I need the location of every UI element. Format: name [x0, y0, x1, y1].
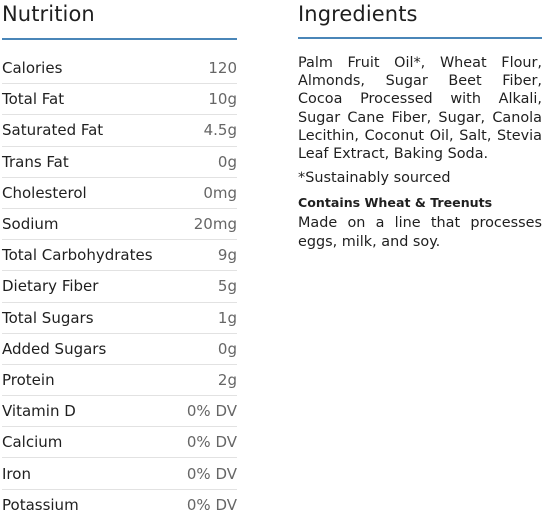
nutrient-value: 10g [208, 90, 237, 109]
nutrition-row: Calcium 0% DV [2, 427, 237, 459]
nutrient-value: 120 [208, 59, 237, 78]
nutrient-value: 0mg [203, 183, 237, 202]
allergen-statement: Made on a line that processes eggs, milk… [298, 215, 542, 251]
nutrient-name: Vitamin D [2, 402, 76, 421]
nutrition-table: Calories 120 Total Fat 10g Saturated Fat 4.5g… [2, 53, 237, 515]
nutrient-name: Calcium [2, 433, 63, 452]
nutrient-name: Total Fat [2, 90, 65, 109]
nutrition-row: Vitamin D 0% DV [2, 396, 237, 428]
nutrition-row: Cholesterol 0mg [2, 178, 237, 209]
nutrition-row: Total Sugars 1g [2, 303, 237, 334]
nutrient-name: Total Sugars [2, 308, 94, 327]
nutrient-value: 0% DV [186, 496, 237, 515]
nutrient-value: 0g [217, 339, 237, 358]
nutrient-name: Calories [2, 59, 63, 78]
sustainability-note: *Sustainably sourced [298, 170, 451, 187]
nutrient-name: Protein [2, 370, 55, 389]
nutrition-row: Total Carbohydrates 9g [2, 240, 237, 272]
nutrition-row: Potassium 0% DV [2, 490, 237, 515]
nutrient-value: 0g [217, 152, 237, 171]
nutrition-row: Added Sugars 0g [2, 334, 237, 365]
nutrient-value: 0% DV [186, 433, 237, 452]
ingredients-title-rule [298, 37, 542, 39]
nutrient-value: 4.5g [203, 121, 237, 140]
nutrient-value: 1g [217, 308, 237, 327]
nutrient-value: 2g [217, 370, 237, 389]
nutrition-row: Saturated Fat 4.5g [2, 115, 237, 147]
nutrition-section: Nutrition Calories 120 Total Fat 10g Saturat… [2, 0, 237, 515]
nutrient-value: 0% DV [186, 464, 237, 483]
nutrient-value: 5g [217, 277, 237, 296]
nutrition-row: Iron 0% DV [2, 458, 237, 490]
nutrient-value: 9g [217, 246, 237, 265]
nutrition-row: Trans Fat 0g [2, 147, 237, 178]
nutrition-row: Total Fat 10g [2, 84, 237, 116]
nutrient-name: Iron [2, 464, 31, 483]
nutrition-row: Dietary Fiber 5g [2, 271, 237, 303]
nutrient-name: Total Carbohydrates [2, 246, 153, 265]
nutrient-value: 20mg [193, 215, 237, 234]
nutrition-row: Sodium 20mg [2, 209, 237, 241]
ingredients-section: Ingredients Palm Fruit Oil*, Wheat Flour… [298, 0, 542, 252]
nutrient-name: Trans Fat [2, 152, 69, 171]
nutrient-name: Saturated Fat [2, 121, 104, 140]
nutrition-title: Nutrition [2, 2, 95, 26]
nutrition-row: Calories 120 [2, 53, 237, 85]
nutrient-value: 0% DV [186, 402, 237, 421]
allergen-heading: Contains Wheat & Treenuts [298, 195, 493, 211]
nutrient-name: Added Sugars [2, 339, 107, 358]
ingredients-list: Palm Fruit Oil*, Wheat Flour, Almonds, S… [298, 55, 542, 163]
nutrient-name: Dietary Fiber [2, 277, 99, 296]
nutrient-name: Sodium [2, 215, 59, 234]
nutrition-row: Protein 2g [2, 365, 237, 397]
nutrition-title-rule [2, 38, 237, 40]
nutrient-name: Cholesterol [2, 183, 87, 202]
ingredients-title: Ingredients [298, 2, 418, 26]
nutrient-name: Potassium [2, 496, 79, 515]
